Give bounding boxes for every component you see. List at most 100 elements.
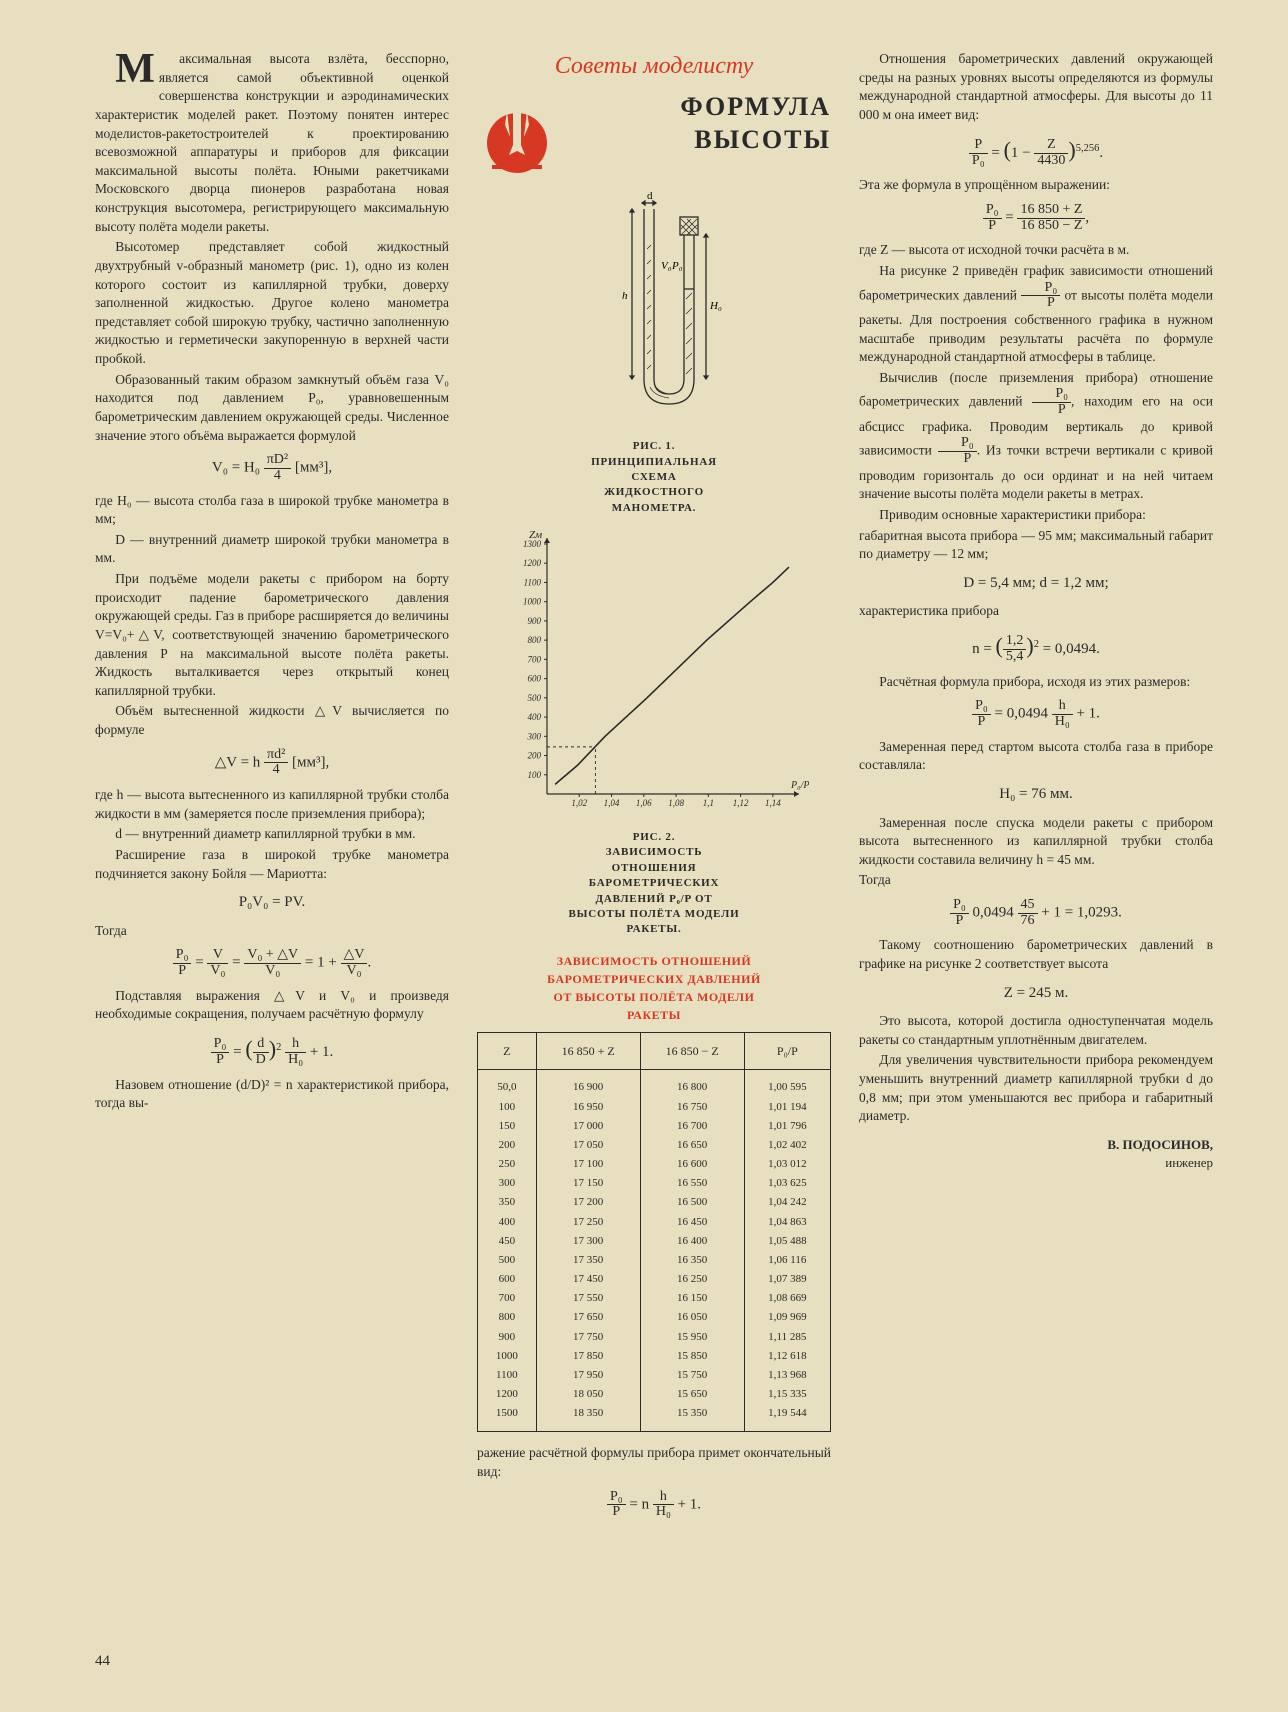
table-header: 16 850 + Z (536, 1032, 640, 1070)
para: ражение расчётной формулы прибора примет… (477, 1444, 831, 1481)
table-row: 150018 35015 3501,19 544 (478, 1404, 831, 1432)
rubric-title: Советы моделисту (477, 50, 831, 83)
table-row: 100017 85015 8501,12 618 (478, 1347, 831, 1366)
para: Вычислив (после приземления прибора) отн… (859, 369, 1213, 504)
para: габаритная высота прибора — 95 мм; макси… (859, 527, 1213, 564)
table-row: 80017 65016 0501,09 969 (478, 1308, 831, 1327)
table-header: 16 850 − Z (640, 1032, 744, 1070)
formula-Z: Z = 245 м. (859, 982, 1213, 1005)
table-row: 45017 30016 4001,05 488 (478, 1232, 831, 1251)
table-row: 40017 25016 4501,04 863 (478, 1213, 831, 1232)
svg-text:1000: 1000 (523, 597, 542, 607)
para: Образованный таким образом замкнутый объ… (95, 371, 449, 446)
para: Объём вытесненной жидкости △V вычисляетс… (95, 702, 449, 739)
para: Тогда (859, 871, 1213, 890)
para: Расширение газа в широкой трубке маномет… (95, 846, 449, 883)
svg-text:d: d (647, 190, 653, 202)
para: Это высота, которой достигла одноступенч… (859, 1012, 1213, 1049)
table-row: 10016 95016 7501,01 194 (478, 1098, 831, 1117)
column-left: Максимальная высота взлёта, бесспорно, я… (95, 50, 449, 1662)
formula-Dd: D = 5,4 мм; d = 1,2 мм; (859, 572, 1213, 595)
formula-isao: PP₀ = (1 − Z4430)5,256. (859, 133, 1213, 169)
para: При подъёме модели ракеты с прибором на … (95, 570, 449, 700)
table-header: Z (478, 1032, 537, 1070)
table-header: P₀/P (744, 1032, 830, 1070)
para: характеристика прибора (859, 602, 1213, 621)
formula-boyle: P₀V₀ = PV. (95, 891, 449, 914)
figure-1-caption: РИС. 1.ПРИНЦИПИАЛЬНАЯСХЕМАЖИДКОСТНОГОМАН… (477, 439, 831, 516)
svg-text:600: 600 (528, 674, 542, 684)
svg-text:Zм: Zм (529, 529, 542, 541)
formula-H0: H₀ = 76 мм. (859, 783, 1213, 806)
author-byline: В. ПОДОСИНОВ, инженер (859, 1136, 1213, 1172)
svg-text:1200: 1200 (523, 558, 542, 568)
table-row: 15017 00016 7001,01 796 (478, 1117, 831, 1136)
formula-example: P₀P 0,0494 4576 + 1 = 1,0293. (859, 898, 1213, 928)
table-row: 50017 35016 3501,06 116 (478, 1251, 831, 1270)
svg-text:H₀: H₀ (709, 300, 722, 312)
table-row: 50,016 90016 8001,00 595 (478, 1070, 831, 1098)
svg-text:1,06: 1,06 (636, 798, 652, 808)
para: Тогда (95, 922, 449, 941)
page-number: 44 (95, 1653, 110, 1670)
formula-n: n = (1,25,4)2 = 0,0494. (859, 629, 1213, 665)
para: Максимальная высота взлёта, бесспорно, я… (95, 50, 449, 236)
svg-text:1,14: 1,14 (765, 798, 781, 808)
para: Замеренная после спуска модели ракеты с … (859, 814, 1213, 870)
table-row: 60017 45016 2501,07 389 (478, 1270, 831, 1289)
svg-text:V₀: V₀ (661, 260, 672, 272)
table-row: 25017 10016 6001,03 012 (478, 1155, 831, 1174)
formula-dV: △V = h πd²4 [мм³], (95, 748, 449, 778)
table-row: 30017 15016 5501,03 625 (478, 1174, 831, 1193)
para: где Z — высота от исходной точки расчёта… (859, 241, 1213, 260)
rocket-icon (477, 83, 557, 178)
para: Отношения барометрических давлений окруж… (859, 50, 1213, 125)
svg-text:1,04: 1,04 (604, 798, 620, 808)
svg-text:P₀/P: P₀/P (790, 780, 809, 791)
para: На рисунке 2 приведён график зависимости… (859, 262, 1213, 367)
para: Подставляя выражения △V и V₀ и произведя… (95, 987, 449, 1024)
column-center: Советы моделисту ФОРМУЛАВЫСОТЫ (477, 50, 831, 1662)
para: где h — высота вытесненного из капиллярн… (95, 786, 449, 823)
formula-final: P₀P = n hH₀ + 1. (477, 1490, 831, 1520)
para: где H₀ — высота столба газа в широкой тр… (95, 492, 449, 529)
formula-main: P₀P = (dD)2 hH₀ + 1. (95, 1032, 449, 1068)
svg-text:900: 900 (528, 616, 542, 626)
svg-text:800: 800 (528, 635, 542, 645)
para: Высотомер представляет собой жидкостный … (95, 238, 449, 368)
svg-text:700: 700 (528, 654, 542, 664)
svg-text:h: h (622, 290, 628, 302)
para: Расчётная формула прибора, исходя из эти… (859, 673, 1213, 692)
svg-text:P₀: P₀ (671, 260, 683, 272)
para: D — внутренний диаметр широкой трубки ма… (95, 531, 449, 568)
svg-text:300: 300 (527, 731, 542, 741)
table-row: 110017 95015 7501,13 968 (478, 1366, 831, 1385)
table-row: 20017 05016 6501,02 402 (478, 1136, 831, 1155)
para: Назовем отношение (d/D)² = n характерист… (95, 1076, 449, 1113)
para: Для увеличения чувствительности прибора … (859, 1051, 1213, 1126)
para: Замеренная перед стартом высота столба г… (859, 738, 1213, 775)
svg-text:200: 200 (528, 751, 542, 761)
svg-text:1,02: 1,02 (571, 798, 587, 808)
table-row: 70017 55016 1501,08 669 (478, 1289, 831, 1308)
svg-text:1,1: 1,1 (703, 798, 714, 808)
formula-simplified: P₀P = 16 850 + Z16 850 − Z, (859, 203, 1213, 233)
title-block: ФОРМУЛАВЫСОТЫ (477, 91, 831, 183)
para: d — внутренний диаметр капиллярной трубк… (95, 825, 449, 844)
formula-calc: P₀P = 0,0494 hH₀ + 1. (859, 699, 1213, 729)
table-title: ЗАВИСИМОСТЬ ОТНОШЕНИЙБАРОМЕТРИЧЕСКИХ ДАВ… (477, 952, 831, 1024)
svg-text:1100: 1100 (524, 578, 542, 588)
svg-text:500: 500 (528, 693, 542, 703)
column-right: Отношения барометрических давлений окруж… (859, 50, 1213, 1662)
svg-text:1,12: 1,12 (733, 798, 749, 808)
figure-1-manometer: d h V₀ P₀ H₀ (554, 189, 754, 429)
para: Приводим основные характеристики прибора… (859, 506, 1213, 525)
table-row: 120018 05015 6501,15 335 (478, 1385, 831, 1404)
para: Эта же формула в упрощённом выражении: (859, 176, 1213, 195)
svg-text:1,08: 1,08 (668, 798, 684, 808)
svg-text:400: 400 (528, 712, 542, 722)
figure-2-chart: 1002003004005006007008009001000110012001… (499, 526, 809, 826)
para: Такому соотношению барометрических давле… (859, 936, 1213, 973)
formula-V0: V₀ = H₀ πD²4 [мм³], (95, 453, 449, 483)
figure-2-caption: РИС. 2.ЗАВИСИМОСТЬОТНОШЕНИЯБАРОМЕТРИЧЕСК… (477, 830, 831, 938)
